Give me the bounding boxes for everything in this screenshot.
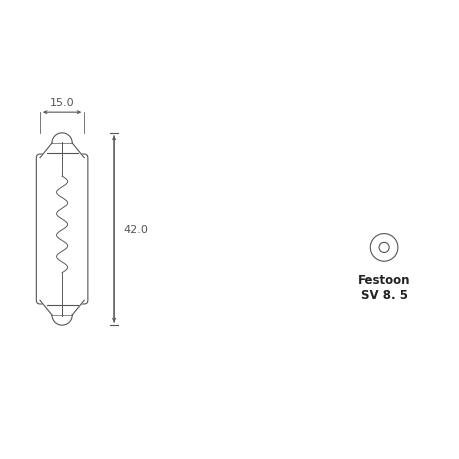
Text: Festoon: Festoon (357, 273, 409, 286)
Polygon shape (52, 134, 72, 144)
Text: 42.0: 42.0 (123, 224, 148, 235)
Polygon shape (40, 144, 84, 158)
Text: 15.0: 15.0 (50, 97, 74, 107)
Polygon shape (40, 301, 84, 315)
FancyBboxPatch shape (36, 155, 88, 304)
Polygon shape (52, 315, 72, 325)
Text: SV 8. 5: SV 8. 5 (360, 288, 407, 301)
